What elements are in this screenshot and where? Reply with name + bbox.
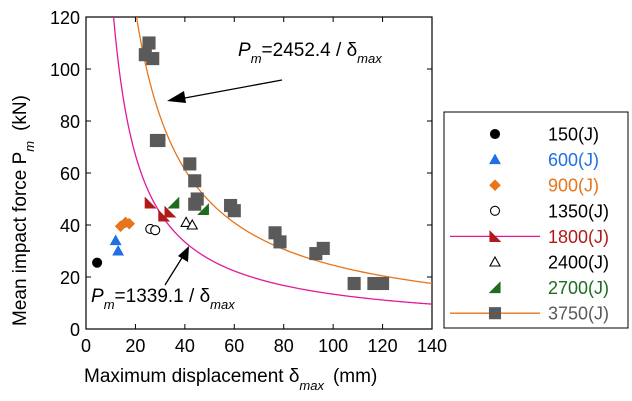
x-axis-label-sub: max — [299, 378, 324, 393]
point-series-5-3 — [164, 205, 177, 218]
legend-marker-1 — [489, 128, 501, 140]
x-axis-label-main: Maximum displacement δ — [84, 366, 299, 387]
legend-marker-8 — [488, 307, 502, 320]
annotation-lower-p: P — [91, 286, 104, 307]
y-tick-label: 40 — [60, 216, 80, 236]
fit-curve-1 — [135, 17, 432, 285]
point-series-5-2 — [158, 209, 171, 222]
y-axis-label-main: Mean impact force P — [10, 152, 31, 326]
annotation-lower-sub2: max — [210, 297, 235, 312]
y-axis-label-unit: (kN) — [10, 95, 31, 131]
y-tick-label: 0 — [70, 320, 80, 340]
legend-label-4: 1350(J) — [548, 201, 609, 221]
point-series-8-15 — [316, 241, 330, 255]
point-series-3-3 — [123, 217, 136, 230]
point-series-6-2 — [186, 218, 199, 230]
legend-marker-3 — [489, 179, 501, 191]
annotation-upper-sub1: m — [251, 51, 262, 66]
x-tick-label: 60 — [224, 336, 244, 356]
x-tick-label: 0 — [81, 336, 91, 356]
x-tick-label: 140 — [417, 336, 447, 356]
annotation-upper: Pm=2452.4 / δmax — [238, 40, 382, 66]
annotation-lower-mid: =1339.1 / δ — [115, 286, 211, 307]
point-series-8-6 — [183, 157, 197, 171]
annotation-upper-sub2: max — [357, 51, 382, 66]
point-series-2-2 — [112, 244, 125, 256]
point-series-8-9 — [190, 192, 204, 206]
y-tick-label: 60 — [60, 164, 80, 184]
annotation-lower-sub1: m — [104, 297, 115, 312]
x-tick-label: 80 — [274, 336, 294, 356]
data-points — [92, 36, 390, 291]
legend-label-3: 900(J) — [548, 176, 599, 196]
y-axis-label: Mean impact force Pm (kN) — [10, 95, 37, 326]
legend-marker-4 — [489, 205, 501, 216]
x-tick-label: 120 — [368, 336, 398, 356]
point-series-8-2 — [142, 36, 156, 50]
y-axis-label-sub: m — [22, 141, 37, 152]
legend-label-6: 2400(J) — [548, 253, 609, 273]
point-series-8-5 — [152, 133, 166, 148]
x-tick-label: 40 — [175, 336, 195, 356]
annotation-lower-arrowhead — [178, 246, 189, 262]
legend-label-1: 150(J) — [548, 125, 599, 145]
x-tick-label: 20 — [125, 336, 145, 356]
annotation-upper-arrowhead — [167, 91, 186, 103]
annotation-lower: Pm=1339.1 / δmax — [91, 286, 235, 312]
point-series-8-16 — [347, 276, 361, 291]
legend-marker-2 — [489, 153, 501, 165]
point-series-8-18 — [376, 276, 390, 291]
point-series-4-2 — [150, 225, 161, 236]
x-axis-label-unit: (mm) — [333, 366, 377, 387]
annotation-upper-arrow — [173, 79, 283, 101]
point-series-2-1 — [109, 234, 122, 246]
point-series-8-13 — [273, 235, 287, 249]
point-series-7-1 — [167, 196, 180, 209]
annotation-upper-p: P — [238, 40, 251, 61]
point-series-8-3 — [146, 52, 160, 66]
x-axis-label: Maximum displacement δmax (mm) — [84, 366, 377, 393]
point-series-1-1 — [92, 257, 103, 268]
legend: 150(J) 600(J) 900(J) 1350(J) 1800(J) 2400(J) 2… — [450, 125, 609, 324]
axes: 0 20 40 60 80 100 120 140 0 20 40 60 80 100 120 — [50, 8, 447, 356]
fit-curve-2 — [112, 17, 432, 305]
y-tick-label: 100 — [50, 60, 80, 80]
annotation-lower-arrow — [164, 252, 186, 286]
legend-marker-7 — [488, 281, 501, 294]
y-tick-label: 120 — [50, 8, 80, 28]
point-series-7-2 — [197, 203, 209, 215]
legend-marker-5 — [489, 230, 502, 242]
annotation-upper-mid: =2452.4 / δ — [262, 40, 358, 61]
point-series-6-1 — [180, 216, 193, 227]
point-series-8-7 — [188, 174, 202, 188]
y-tick-label: 20 — [60, 268, 80, 288]
legend-marker-6 — [489, 255, 501, 267]
legend-label-7: 2700(J) — [548, 278, 609, 298]
legend-label-2: 600(J) — [548, 150, 599, 170]
point-series-8-11 — [227, 204, 241, 218]
fitted-curves — [112, 17, 432, 305]
x-tick-label: 100 — [318, 336, 348, 356]
legend-label-8: 3750(J) — [548, 304, 609, 324]
legend-label-5: 1800(J) — [548, 227, 609, 247]
legend-box — [443, 111, 629, 329]
point-series-5-1 — [144, 196, 157, 209]
y-tick-label: 80 — [60, 112, 80, 132]
